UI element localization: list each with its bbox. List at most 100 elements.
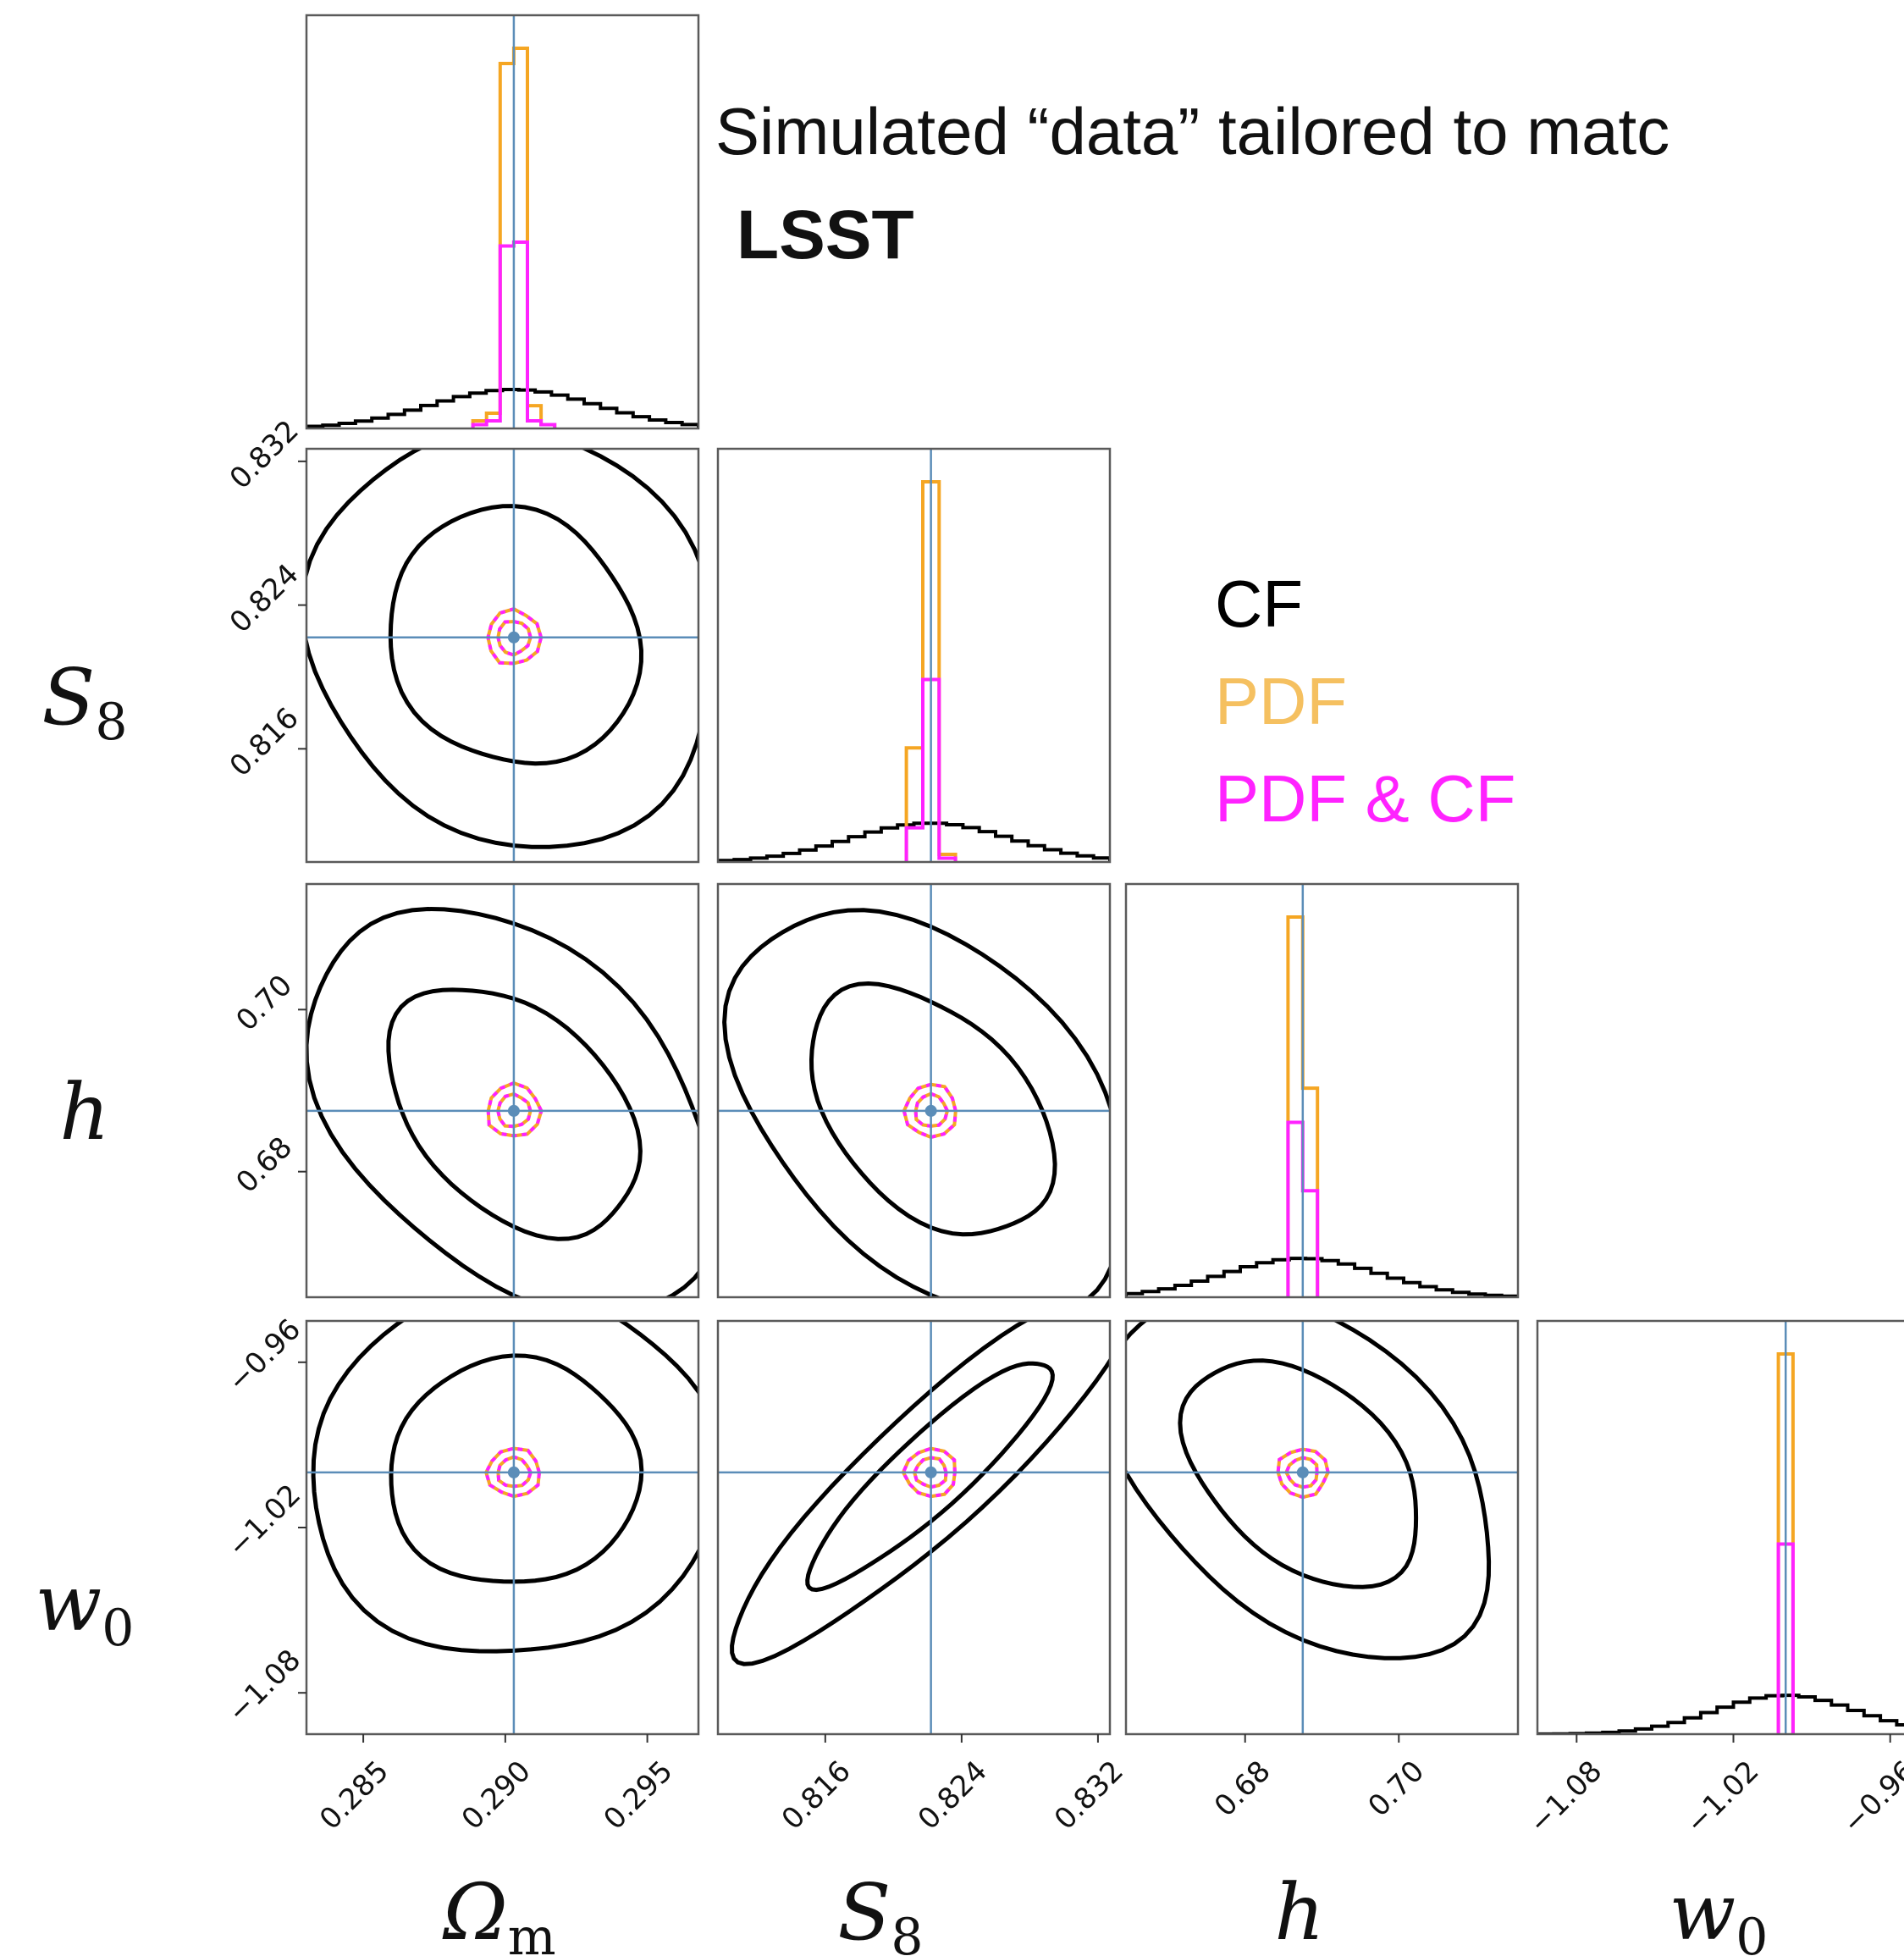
xlabel-Om-sub: m	[508, 1908, 556, 1956]
xlabel-w0-sub: 0	[1736, 1908, 1768, 1956]
ylabel-S8: S8	[41, 652, 127, 752]
x-tick-label-Om: 0.290	[455, 1754, 538, 1837]
contour-cf-2sigma	[730, 1321, 1110, 1666]
panel-content	[1126, 1321, 1518, 1734]
ylabel-w0-sub: 0	[102, 1599, 134, 1658]
y-tick-label-w0: −1.08	[221, 1643, 307, 1729]
legend-label-cf: CF	[1215, 566, 1303, 641]
contour-pdf-cf-2sigma	[902, 1082, 958, 1140]
contour-pdf-cf-2sigma	[484, 1446, 542, 1499]
contour-cf-1sigma	[386, 987, 643, 1241]
panel-frame	[305, 14, 700, 430]
legend-label-pdf: PDF	[1215, 664, 1347, 738]
panel-content	[718, 449, 1110, 862]
y-tick-label-h: 0.68	[229, 1130, 299, 1200]
plot-title: Simulated “data” tailored to matc	[715, 94, 1669, 169]
contour-cf-2sigma	[1126, 1321, 1492, 1660]
panel-w0-w0	[1536, 1319, 1904, 1736]
ylabel-h-main: h	[59, 1067, 109, 1158]
hist-cf-w0	[1537, 1694, 1904, 1734]
xlabel-S8-main: S	[837, 1867, 891, 1956]
ylabel-w0-main: w	[36, 1558, 102, 1649]
contour-cf-2sigma	[311, 1321, 698, 1654]
panel-frame	[1124, 882, 1520, 1299]
panel-h-Om	[305, 882, 700, 1299]
y-tick-label-h: 0.70	[229, 969, 299, 1038]
xlabel-h: h	[1274, 1867, 1324, 1956]
x-tick-label-w0: −1.08	[1522, 1754, 1609, 1841]
truth-point	[924, 1466, 937, 1478]
x-tick-label-Om: 0.295	[597, 1754, 679, 1837]
panel-frame	[1124, 1319, 1520, 1736]
panel-frame	[716, 882, 1112, 1299]
hist-cf-h	[1126, 1257, 1518, 1297]
x-tick-label-h: 0.70	[1361, 1754, 1431, 1824]
y-tick-label-S8: 0.832	[224, 414, 306, 496]
hist-cf-Om	[306, 388, 698, 428]
xlabel-Om: Ωm	[442, 1867, 555, 1956]
panel-content	[1126, 884, 1518, 1297]
hist-cf-S8	[718, 821, 1110, 862]
x-tick-label-h: 0.68	[1208, 1754, 1278, 1824]
panel-content	[306, 1321, 698, 1734]
panel-content	[718, 1321, 1110, 1734]
contour-cf-2sigma	[306, 906, 698, 1297]
panel-content	[306, 449, 698, 862]
truth-point	[507, 1104, 520, 1117]
ylabel-w0: w0	[36, 1558, 135, 1658]
truth-point	[924, 1104, 937, 1117]
panel-S8-S8	[716, 447, 1112, 864]
contour-cf-1sigma	[805, 1361, 1055, 1593]
panel-frame	[305, 882, 700, 1299]
ylabel-S8-sub: 8	[95, 693, 127, 752]
truth-point	[1296, 1466, 1309, 1478]
panel-h-S8	[716, 882, 1112, 1299]
panel-frame	[1536, 1319, 1904, 1736]
panel-S8-Om	[305, 447, 700, 864]
x-tick-label-S8: 0.824	[912, 1754, 994, 1837]
contour-cf-1sigma	[388, 504, 644, 766]
panel-frame	[305, 447, 700, 864]
contour-pdf-cf-1sigma	[496, 1091, 533, 1129]
panel-frame	[716, 1319, 1112, 1736]
x-tick-label-S8: 0.816	[775, 1754, 858, 1837]
panel-content	[306, 884, 698, 1297]
panel-w0-h	[1124, 1319, 1520, 1736]
panel-Om-Om	[305, 14, 700, 430]
xlabel-S8-sub: 8	[891, 1908, 923, 1956]
legend: CF PDF PDF & CF	[1215, 566, 1515, 836]
contour-cf-1sigma	[1178, 1358, 1419, 1589]
panel-w0-Om	[305, 1319, 700, 1736]
panel-w0-S8	[716, 1319, 1112, 1736]
contour-cf-1sigma	[389, 1353, 644, 1584]
contour-cf-2sigma	[722, 908, 1110, 1297]
xlabel-w0-main: w	[1669, 1867, 1736, 1956]
y-tick-label-w0: −0.96	[221, 1312, 307, 1399]
y-tick-label-S8: 0.816	[224, 701, 306, 783]
y-tick-label-w0: −1.02	[221, 1478, 307, 1564]
x-tick-label-w0: −1.02	[1680, 1754, 1766, 1841]
panel-frame	[305, 1319, 700, 1736]
labels-layer: 0.816 0.824 0.832 0.68 0.70 0.285 0.290 0.295 −1…	[36, 414, 1904, 1956]
panel-content	[306, 15, 698, 428]
legend-label-pdf-cf: PDF & CF	[1215, 761, 1515, 836]
y-tick-label-S8: 0.824	[224, 557, 306, 639]
truth-point	[507, 1466, 520, 1478]
xlabel-h-main: h	[1274, 1867, 1324, 1956]
contour-pdf-cf-1sigma	[913, 1091, 950, 1128]
ylabel-S8-main: S	[41, 652, 95, 743]
xlabel-w0: w0	[1669, 1867, 1769, 1956]
x-tick-label-Om: 0.285	[313, 1754, 395, 1837]
xlabel-S8: S8	[837, 1867, 923, 1956]
panel-frame	[716, 447, 1112, 864]
panel-content	[1537, 1321, 1904, 1734]
panels-layer	[305, 14, 1904, 1736]
ylabel-h: h	[59, 1067, 109, 1158]
plot-subtitle: LSST	[737, 196, 914, 274]
panel-content	[718, 884, 1110, 1297]
x-tick-label-w0: −0.96	[1836, 1754, 1904, 1841]
contour-cf-2sigma	[306, 449, 698, 849]
x-tick-label-S8: 0.832	[1048, 1754, 1130, 1837]
xlabel-Om-main: Ω	[442, 1867, 507, 1956]
